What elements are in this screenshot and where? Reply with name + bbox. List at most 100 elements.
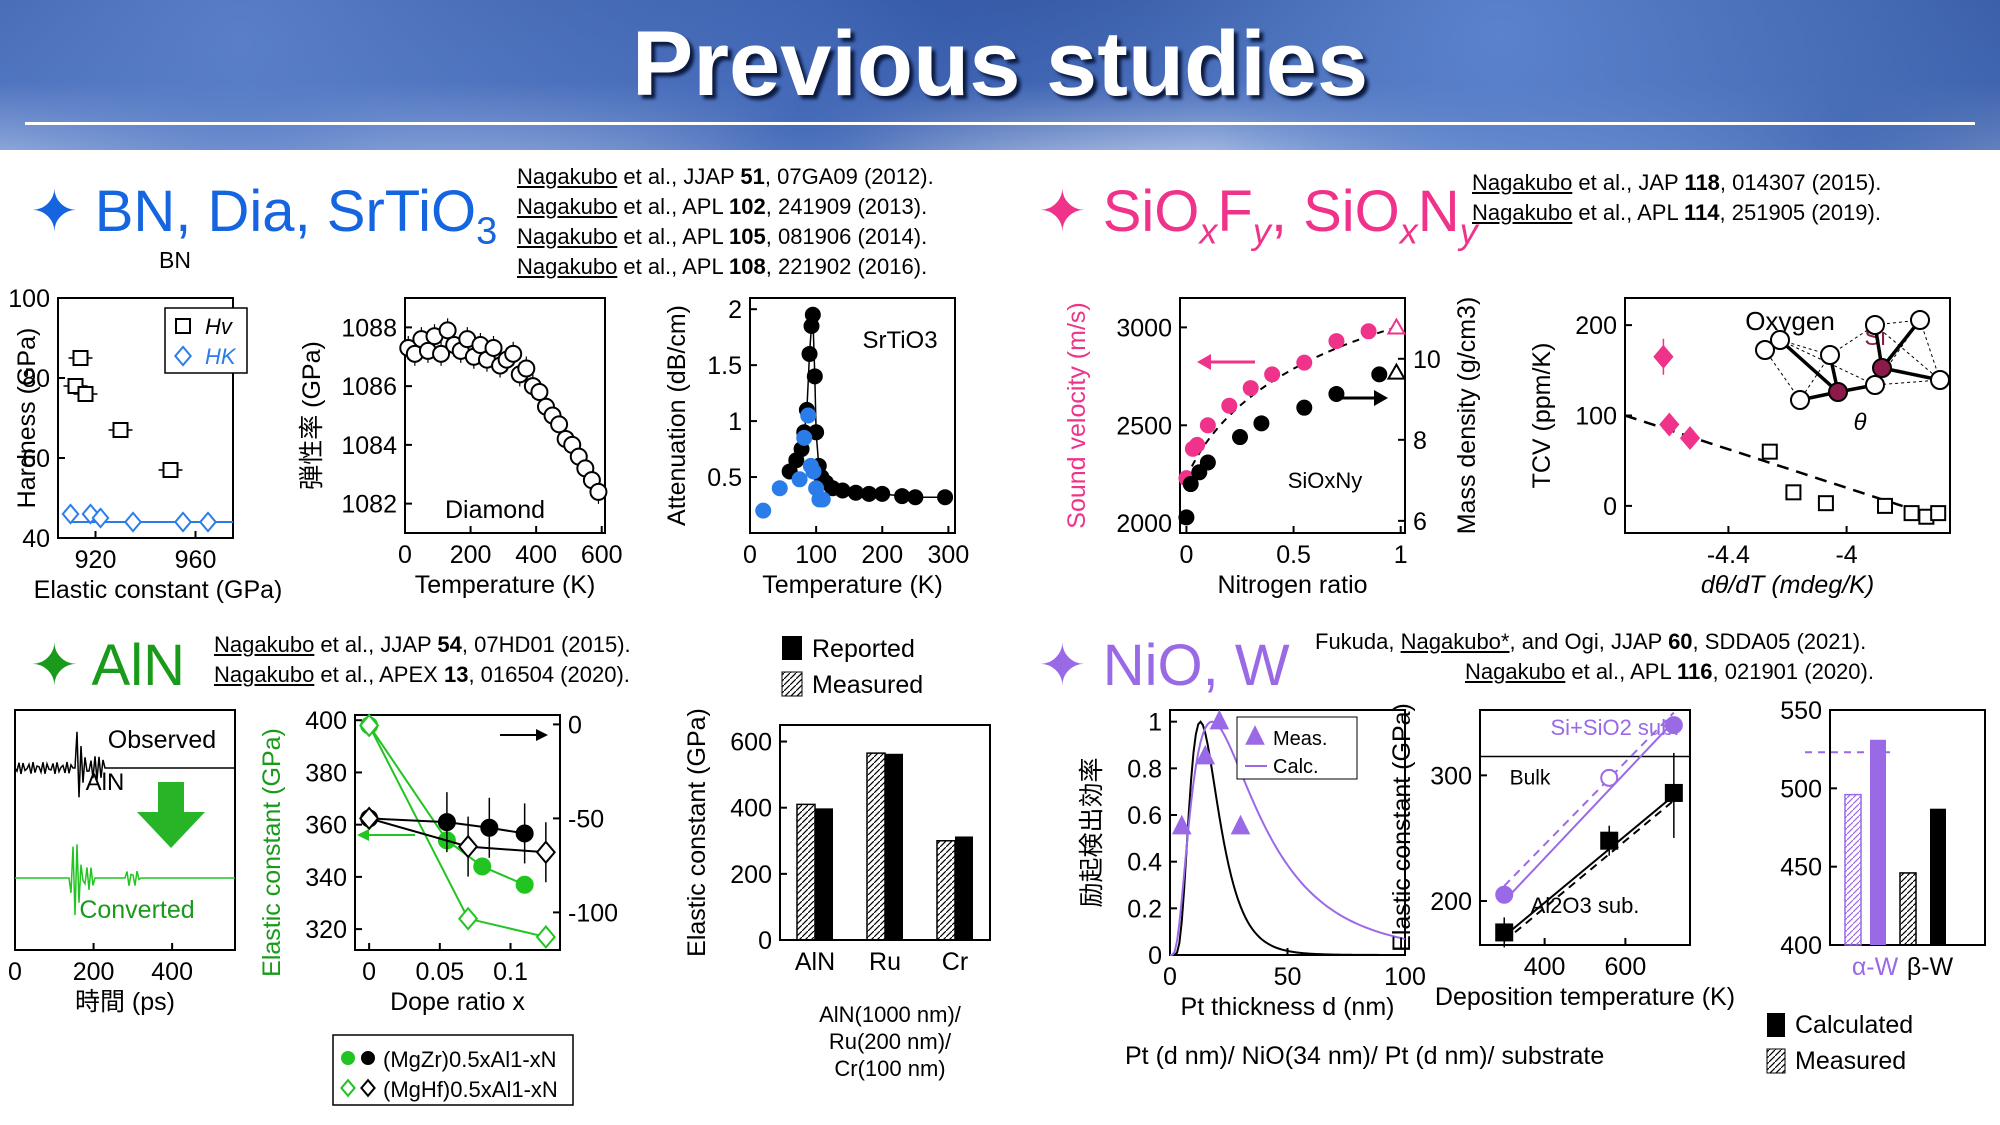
- y-tick-label: 0.8: [1127, 755, 1162, 783]
- data-point: [473, 857, 492, 876]
- y-tick-label: 3000: [1116, 314, 1172, 342]
- y-axis-label: TCV (ppm/K): [1528, 343, 1556, 489]
- x-tick-label: 0: [8, 958, 22, 986]
- title-rule: [25, 122, 1975, 125]
- data-point: [91, 507, 110, 529]
- stack-note: Pt (d nm)/ NiO(34 nm)/ Pt (d nm)/ substr…: [1125, 1042, 1605, 1070]
- x-tick-label: 200: [73, 958, 115, 986]
- y-tick-label: 1: [728, 408, 742, 436]
- data-point: [1253, 415, 1270, 432]
- ref-line: Nagakubo et al., APL 105, 081906 (2014).: [517, 224, 928, 249]
- data-point: [457, 906, 479, 931]
- fit-line-dashed: [1503, 711, 1675, 887]
- data-point: [484, 338, 503, 357]
- chart-aln-bars: 0 200 400 600 Elastic constant (GPa) AlN Ru Cr R…: [683, 635, 991, 1081]
- chart-w-bars: 400 450 500 550 α-W β-W Calculated Measured: [1766, 697, 1986, 1075]
- legend-label: Calc.: [1273, 756, 1319, 778]
- diagram-label: θ: [1853, 409, 1866, 436]
- bar-calculated: [1930, 808, 1946, 945]
- bar-reported: [885, 753, 903, 940]
- x-axis-label: Dope ratio x: [390, 988, 525, 1016]
- y-tick-label: 8: [1413, 427, 1427, 455]
- header-banner: Previous studies: [0, 0, 2000, 150]
- x-tick-label: 200: [450, 541, 492, 569]
- arrow-head: [1374, 390, 1388, 406]
- data-point: [1495, 885, 1514, 904]
- y-tick-label: 1088: [341, 314, 397, 342]
- data-point: [480, 818, 499, 837]
- bond-dashed: [1764, 349, 1801, 401]
- heading-aln-text: AlN: [91, 633, 185, 698]
- oxygen-atom: [1820, 345, 1840, 365]
- si-atom: [1828, 382, 1848, 402]
- plot-frame: [14, 709, 236, 951]
- data-point: [438, 321, 457, 340]
- data-point: [530, 383, 549, 401]
- data-point: [1371, 366, 1388, 383]
- data-point: [937, 489, 954, 506]
- data-point: [1600, 768, 1619, 787]
- data-point: [791, 471, 808, 488]
- y-tick-label: 300: [1430, 762, 1472, 790]
- waveform-label: Observed: [108, 726, 216, 754]
- chart-title: BN: [159, 247, 191, 273]
- y-tick-label: 200: [730, 861, 772, 889]
- legend-label: Hv: [205, 314, 234, 339]
- caption-line: AlN(1000 nm)/: [819, 1002, 962, 1027]
- ref-line: Nagakubo et al., APEX 13, 016504 (2020).: [214, 662, 630, 687]
- y-tick-label: 40: [22, 525, 50, 553]
- data-point: [796, 429, 813, 446]
- data-point: [1199, 417, 1216, 434]
- legend-swatch: [782, 636, 802, 660]
- chart-label: SiOxNy: [1288, 468, 1363, 493]
- y-tick-label: 6: [1413, 508, 1427, 536]
- x-tick-label: 100: [1384, 963, 1426, 991]
- data-point: [589, 482, 608, 501]
- plot-frame: [1179, 297, 1406, 534]
- y-tick-label: 2000: [1116, 510, 1172, 538]
- data-point: [360, 1078, 376, 1098]
- chart-srtio3: 0 100 200 300 0.5 1 1.5 2 Temperature (K) Attenua…: [663, 296, 970, 599]
- y-tick-label: 60: [22, 445, 50, 473]
- y-tick-label: 400: [1780, 932, 1822, 960]
- y-tick-label: 600: [730, 729, 772, 757]
- star-icon: ✦: [30, 633, 79, 698]
- data-point: [1761, 443, 1778, 460]
- y-axis-label: Elastic constant (GPa): [1388, 703, 1416, 952]
- y-axis-label: Attenuation (dB/cm): [663, 305, 691, 526]
- waveform-label: Converted: [79, 896, 194, 924]
- y-tick-label: 200: [1575, 312, 1617, 340]
- data-point: [1659, 412, 1680, 437]
- x-tick-label: 50: [1274, 963, 1302, 991]
- bar-measured: [796, 803, 816, 941]
- heading-sio-text: SiOxFy, SiOxNy: [1102, 179, 1478, 252]
- y-tick-label: 100: [1575, 403, 1617, 431]
- x-tick-label: 1: [1394, 541, 1408, 569]
- y-tick-label: 0: [758, 927, 772, 955]
- data-point: [801, 345, 818, 362]
- fit-line: [1503, 794, 1675, 937]
- data-point: [535, 840, 556, 865]
- arrow-head: [357, 829, 369, 841]
- legend-label: Measured: [812, 671, 923, 699]
- y-tick-label: 1: [1148, 709, 1162, 737]
- data-point: [1495, 923, 1514, 942]
- data-point: [894, 488, 911, 505]
- arrow-head: [1197, 354, 1211, 370]
- legend-box: [332, 1034, 574, 1106]
- y-tick-label: 200: [1430, 888, 1472, 916]
- y-tick-label: 320: [305, 916, 347, 944]
- plot-frame: [749, 297, 956, 534]
- x-tick-label: 300: [928, 541, 970, 569]
- heading-sio: ✦ SiOxFy, SiOxNy: [1038, 183, 1478, 250]
- data-point: [771, 480, 788, 497]
- calc-curve: [1169, 720, 1406, 956]
- chart-tcv-oxygen: -4.4 -4 0 100 200 dθ/dT (mdeg/K) TCV (ppm/K) Ox…: [1528, 297, 1951, 599]
- plot-frame: [354, 714, 561, 951]
- chart-diamond: 0 200 400 600 1082 1084 1086 1088 Temperature (K…: [298, 297, 623, 599]
- x-tick-label: -4.4: [1707, 541, 1750, 569]
- star-icon: ✦: [30, 179, 79, 244]
- legend-label: Calculated: [1795, 1011, 1913, 1039]
- legend-swatch: [1766, 1048, 1786, 1074]
- data-point: [806, 368, 823, 385]
